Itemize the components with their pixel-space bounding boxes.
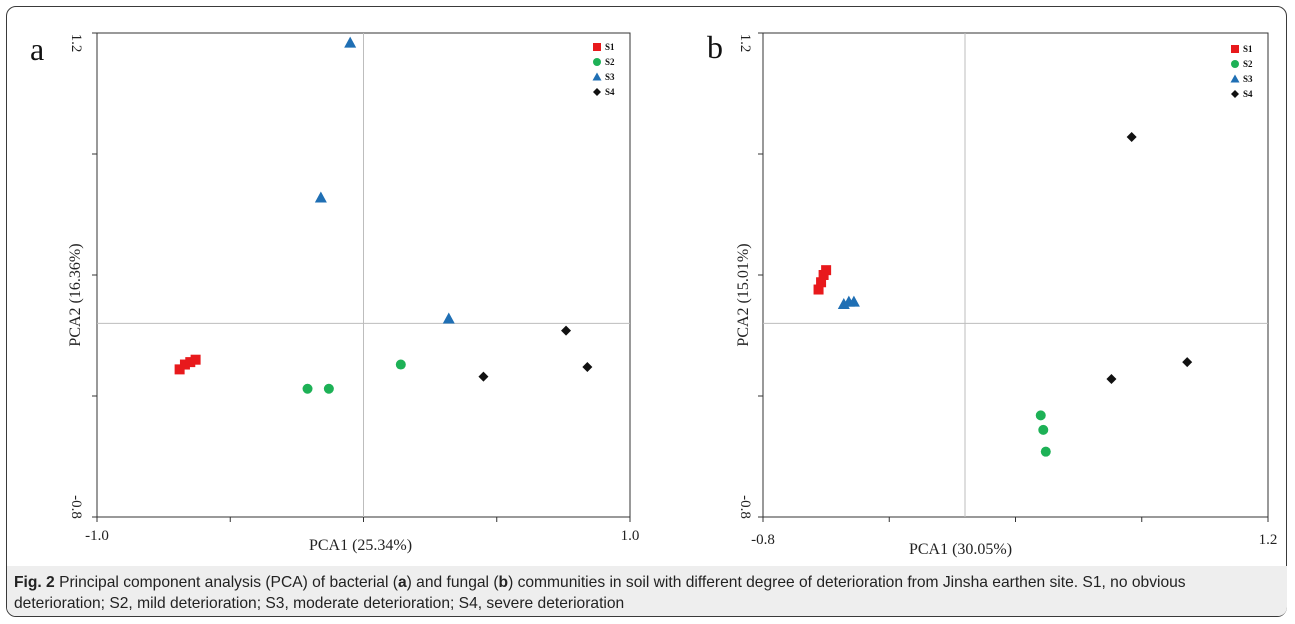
caption-bold-b: b [498,574,509,591]
point-s1 [179,359,190,370]
point-s4 [1126,132,1137,143]
point-s4 [561,325,572,336]
caption-bold-a: a [397,574,407,591]
point-s4 [1182,357,1193,368]
point-s4 [1106,374,1117,385]
x-axis-title: PCA1 (25.34%) [309,537,412,554]
panel-letter: a [30,31,44,67]
caption-text-2: ) and fungal ( [406,574,499,591]
legend-label-s3: S3 [605,72,615,82]
point-s2 [323,383,334,394]
point-s1 [813,284,824,295]
chart-panel-b: b -0.8 1.2 1.2 -0.8 PCA1 (30.05%) PCA2 (15.01%… [707,29,1277,558]
legend-label-s3: S3 [1243,74,1253,84]
x-tick-label-min: -0.8 [751,532,775,548]
legend-label-s2: S2 [605,57,615,67]
y-tick-label-max: 1.2 [68,34,84,53]
legend-label-s1: S1 [605,42,615,52]
point-s3 [847,295,860,307]
chart-panel-a: a -1.0 1.0 1.2 -0.8 PCA1 (25.34%) PCA2 (16.36%… [30,31,639,554]
legend-label-s1: S1 [1243,44,1253,54]
legend-marker-s2 [593,58,601,66]
point-s1 [174,364,185,375]
legend-marker-s2 [1231,60,1239,68]
legend-marker-s3 [592,72,602,81]
y-tick-label-max: 1.2 [737,34,753,53]
point-s2 [1040,446,1051,457]
legend-marker-s4 [1231,90,1239,98]
x-axis-title: PCA1 (30.05%) [909,541,1012,558]
point-s3 [314,191,327,203]
legend-marker-s1 [593,43,601,51]
point-s1 [190,354,201,365]
point-s4 [582,361,593,372]
point-s1 [821,265,832,276]
panel-letter: b [707,29,723,65]
point-s2 [1038,424,1049,435]
legend-label-s4: S4 [1243,89,1253,99]
point-s2 [395,359,406,370]
x-tick-label-max: 1.2 [1259,532,1278,548]
caption-label: Fig. 2 [14,574,55,591]
y-tick-label-min: -0.8 [68,495,84,519]
legend-label-s2: S2 [1243,59,1253,69]
x-tick-label-min: -1.0 [85,528,109,544]
point-s1 [185,357,196,368]
x-tick-label-max: 1.0 [621,528,640,544]
y-tick-label-min: -0.8 [737,495,753,519]
caption-text-3: ) communities in soil with different deg… [14,574,1186,612]
figure-caption: Fig. 2 Principal component analysis (PCA… [14,572,1276,614]
plot-frame [762,32,1269,518]
caption-background [7,566,1287,616]
caption-text-1: Principal component analysis (PCA) of ba… [54,574,398,591]
figure-frame [6,6,1287,617]
point-s2 [302,383,313,394]
y-axis-title: PCA2 (16.36%) [67,243,84,346]
point-s4 [478,371,489,382]
point-s3 [344,36,357,48]
y-axis-title: PCA2 (15.01%) [735,243,752,346]
point-s2 [1035,410,1046,421]
point-s3 [442,312,455,324]
legend-marker-s3 [1230,74,1240,83]
legend-marker-s1 [1231,45,1239,53]
legend-marker-s4 [593,88,601,96]
legend-label-s4: S4 [605,87,615,97]
point-s1 [816,277,827,288]
